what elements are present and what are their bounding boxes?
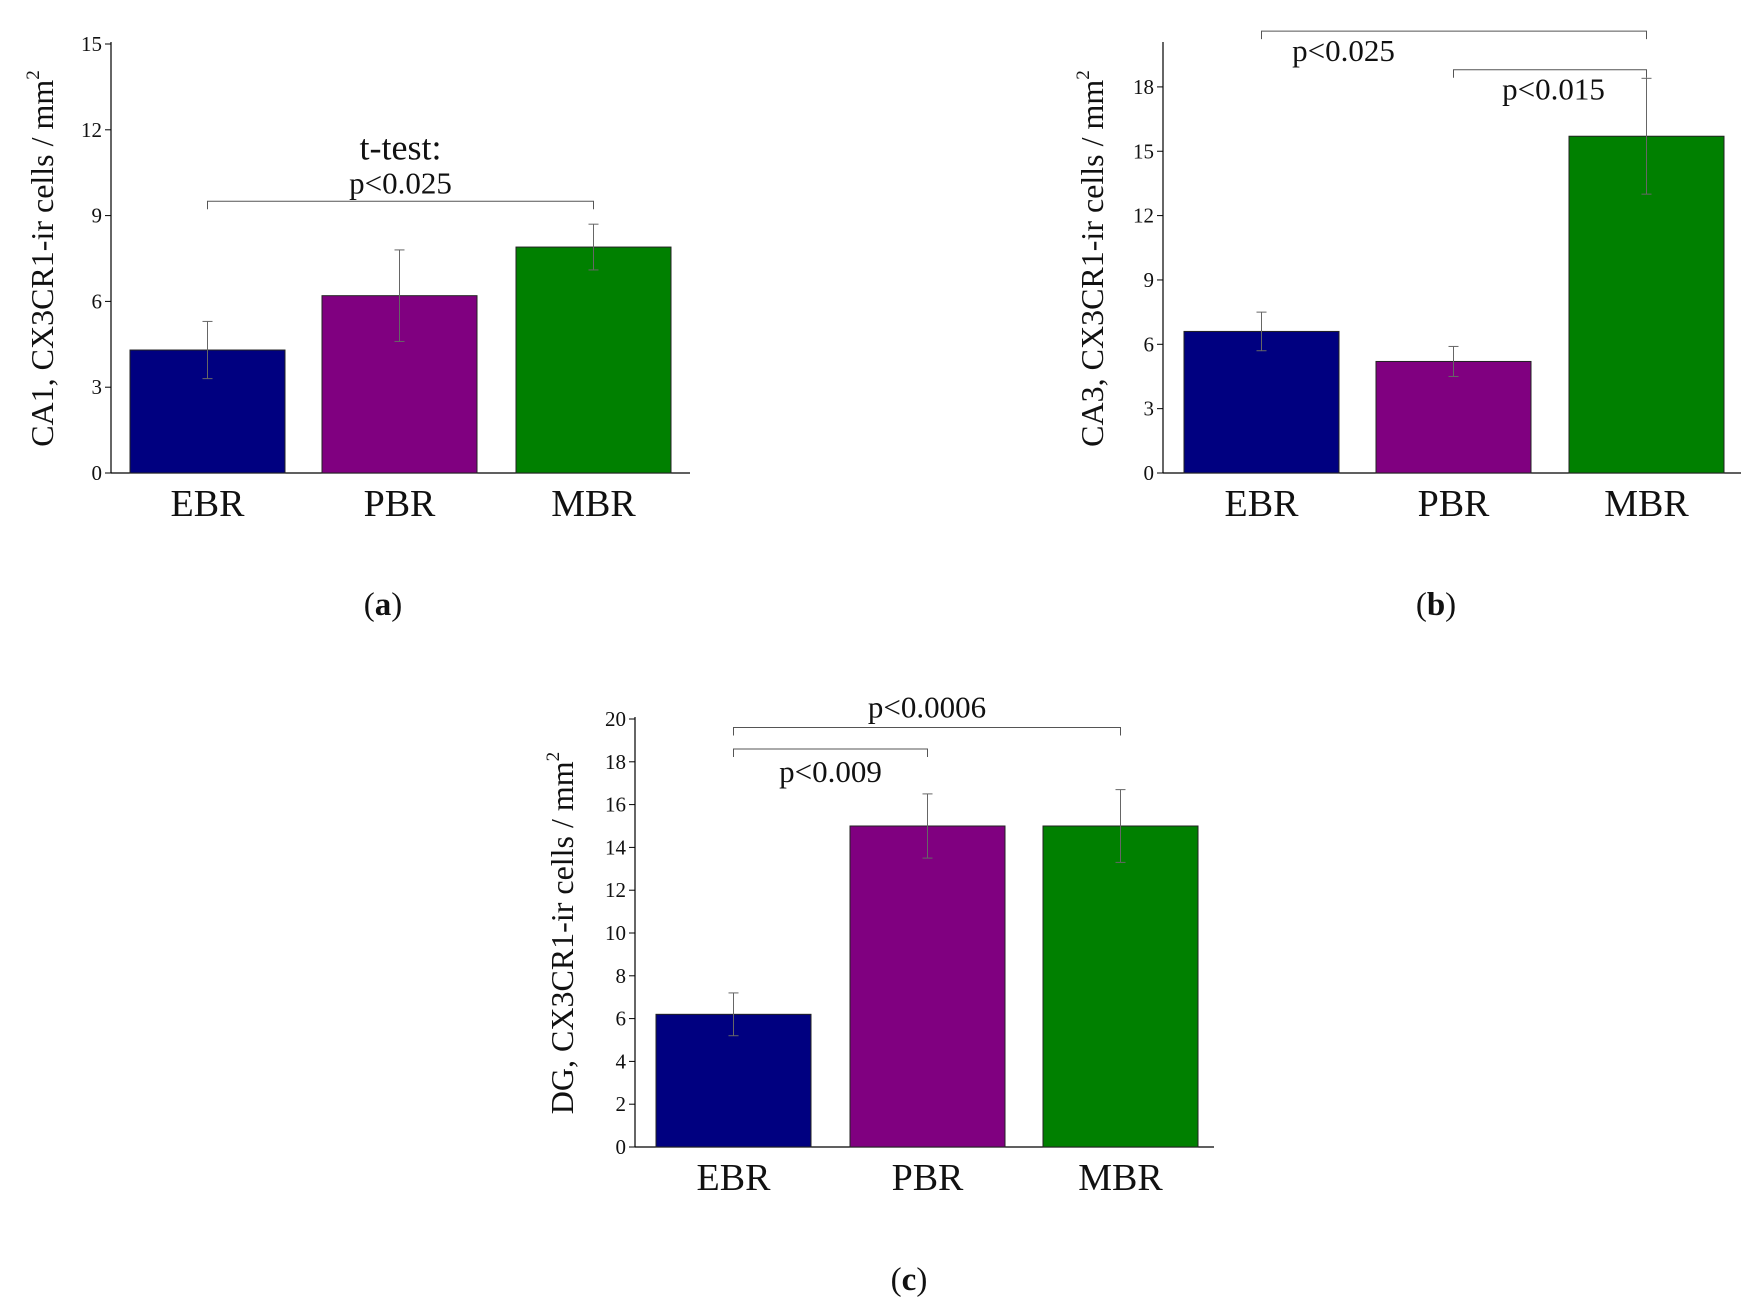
caption-letter: a [375, 587, 392, 623]
bracket-line [207, 200, 594, 210]
y-axis-label: DG, CX3CR1-ir cells / mm2 [543, 752, 580, 1114]
y-tick-label: 15 [81, 32, 102, 56]
category-label-ebr: EBR [697, 1157, 772, 1199]
error-bar-ebr [1256, 311, 1267, 352]
bracket-line [1261, 30, 1647, 40]
y-tick-label: 2 [616, 1092, 627, 1116]
category-label-ebr: EBR [171, 483, 246, 525]
caption-close-paren: ) [391, 587, 402, 623]
y-tick-label: 3 [92, 375, 103, 399]
y-axis-label-text: CA3, CX3CR1-ir cells / mm [1074, 80, 1110, 447]
category-label-pbr: PBR [1418, 483, 1490, 525]
category-label-pbr: PBR [892, 1157, 964, 1199]
y-tick-label: 9 [1144, 268, 1155, 292]
y-tick-label: 18 [1133, 75, 1154, 99]
p-value-label: p<0.015 [1502, 72, 1605, 107]
caption-letter: c [902, 1262, 917, 1298]
caption-open-paren: ( [364, 587, 375, 623]
y-tick-label: 15 [1133, 139, 1154, 163]
y-tick-label: 14 [605, 835, 627, 859]
y-tick-label: 10 [605, 921, 626, 945]
bar-ebr [655, 1013, 812, 1148]
y-tick-label: 0 [92, 461, 103, 485]
y-tick-label: 4 [616, 1049, 627, 1073]
y-tick-label: 18 [605, 750, 626, 774]
y-tick-label: 6 [616, 1007, 627, 1031]
category-label-ebr: EBR [1225, 483, 1300, 525]
error-bar-mbr [588, 223, 599, 271]
y-tick-label: 0 [1144, 461, 1155, 485]
y-axis-label-text: CA1, CX3CR1-ir cells / mm [24, 80, 60, 447]
p-value-label: p<0.025 [349, 165, 452, 200]
y-axis-label-superscript: 2 [543, 752, 564, 762]
category-label-mbr: MBR [551, 483, 636, 525]
y-axis-label-text: DG, CX3CR1-ir cells / mm [544, 761, 580, 1114]
bracket-line [1453, 69, 1647, 78]
y-axis-label: CA1, CX3CR1-ir cells / mm2 [23, 70, 60, 447]
p-value-label: p<0.009 [779, 754, 882, 789]
panel-caption: (b) [1416, 587, 1456, 623]
bar-pbr [849, 825, 1006, 1148]
y-tick-label: 3 [1144, 397, 1155, 421]
bracket-line [733, 727, 1121, 736]
caption-close-paren: ) [916, 1262, 927, 1298]
y-tick-label: 6 [1144, 332, 1155, 356]
bracket-line [733, 748, 928, 757]
category-label-pbr: PBR [364, 483, 436, 525]
y-tick-label: 12 [605, 878, 626, 902]
significance-bracket: p<0.0006 [733, 690, 1121, 736]
error-bar-ebr [728, 992, 739, 1037]
caption-close-paren: ) [1445, 587, 1456, 623]
y-tick-label: 8 [616, 964, 627, 988]
caption-open-paren: ( [891, 1262, 902, 1298]
y-axis-label-superscript: 2 [23, 70, 44, 80]
chart-b: 0 3 6 9 12 15 18 EBR PBR MBR p<0.025 p<0.015 CA3, CX… [1073, 30, 1741, 623]
error-bar-mbr [1641, 77, 1652, 195]
panel-caption: (a) [364, 587, 403, 623]
y-tick-label: 6 [92, 289, 103, 313]
category-label-mbr: MBR [1078, 1157, 1163, 1199]
bar-mbr [1042, 825, 1199, 1148]
error-bar-mbr [1115, 789, 1126, 863]
y-axis-label: CA3, CX3CR1-ir cells / mm2 [1073, 70, 1110, 447]
p-value-label: p<0.025 [1292, 33, 1395, 68]
significance-bracket: p<0.009 [733, 748, 928, 789]
bar-pbr [1375, 360, 1532, 474]
test-label: t-test: [360, 127, 442, 167]
panel-caption: (c) [891, 1262, 928, 1298]
y-tick-label: 0 [616, 1135, 627, 1159]
caption-letter: b [1427, 587, 1445, 623]
bar-ebr [1183, 330, 1340, 474]
chart-c: 0 2 4 6 8 10 12 14 16 18 20 EBR PBR MBR p<0.0006 p<0.00… [543, 690, 1214, 1298]
error-bar-pbr [1448, 345, 1459, 377]
p-value-label: p<0.0006 [868, 690, 986, 725]
significance-bracket: p<0.015 [1453, 69, 1647, 107]
significance-bracket: p<0.025 [1261, 30, 1647, 68]
bar-mbr [515, 246, 672, 474]
y-axis-label-superscript: 2 [1073, 70, 1094, 80]
y-tick-label: 9 [92, 204, 103, 228]
y-tick-label: 20 [605, 707, 626, 731]
error-bar-ebr [202, 320, 213, 380]
category-label-mbr: MBR [1604, 483, 1689, 525]
y-tick-label: 12 [81, 118, 102, 142]
y-tick-label: 12 [1133, 204, 1154, 228]
caption-open-paren: ( [1416, 587, 1427, 623]
y-tick-label: 16 [605, 793, 626, 817]
error-bar-pbr [922, 793, 933, 859]
error-bar-pbr [394, 249, 405, 342]
